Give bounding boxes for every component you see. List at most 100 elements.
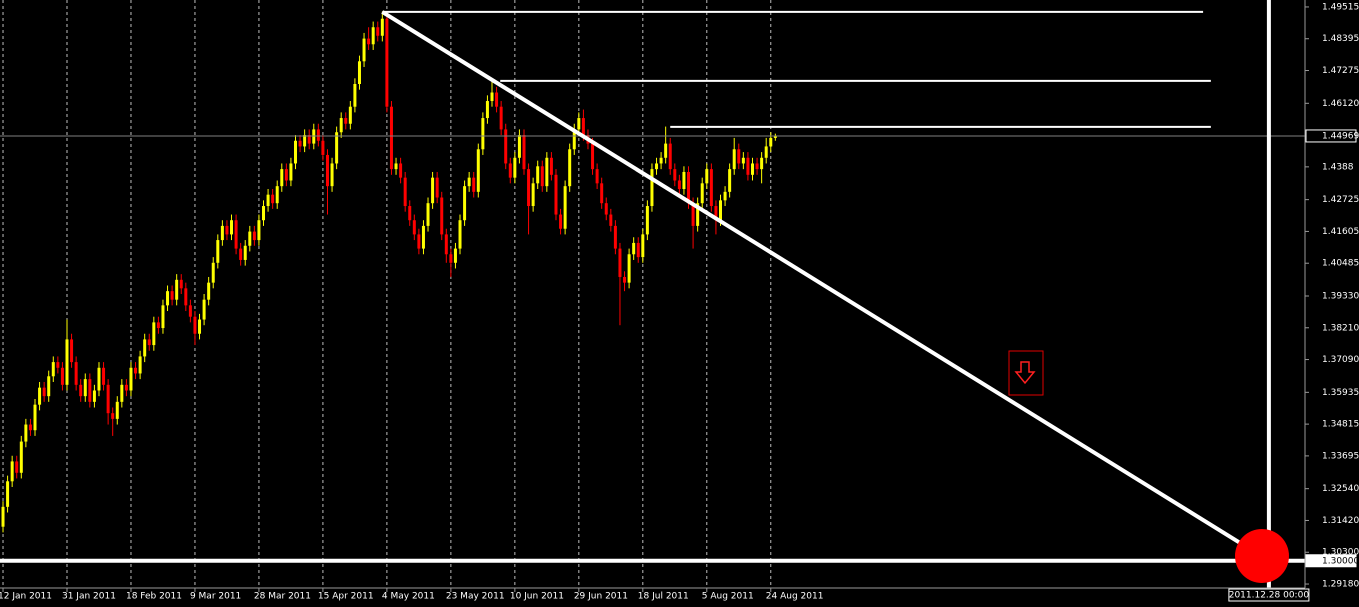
candle-body	[106, 384, 110, 414]
candle-body	[207, 282, 211, 300]
candle-body	[147, 339, 151, 346]
candle-body	[522, 135, 526, 170]
candle-body	[760, 157, 764, 170]
candle-body	[453, 248, 457, 263]
candle-body	[42, 387, 46, 397]
x-tick-label: 15 Apr 2011	[318, 592, 374, 602]
candle-body	[700, 183, 704, 204]
candle-body	[568, 149, 572, 187]
candle-body	[435, 177, 439, 198]
candle-body	[134, 367, 138, 374]
target-circle	[1235, 529, 1289, 583]
x-tick-label: 28 Mar 2011	[254, 592, 311, 602]
vline-label: 2011.12.28 00:00	[1229, 591, 1310, 601]
candle-body	[316, 129, 320, 141]
candle-body	[641, 234, 645, 258]
price-marker-box	[1305, 554, 1357, 568]
candle-body	[175, 279, 179, 300]
candle-body	[655, 163, 659, 170]
trend-line	[381, 10, 1266, 560]
candle-body	[664, 143, 668, 158]
candle-body	[6, 481, 10, 507]
y-tick-label: 1.49515	[1322, 2, 1359, 12]
candle-body	[335, 132, 339, 164]
x-tick-label: 12 Jan 2011	[0, 592, 52, 602]
candle-body	[348, 106, 352, 124]
candle-body	[504, 129, 508, 164]
candle-body	[719, 200, 723, 221]
y-tick-label: 1.37090	[1322, 355, 1359, 365]
x-tick-label: 31 Jan 2011	[62, 592, 116, 602]
candle-body	[357, 61, 361, 84]
candle-body	[714, 206, 718, 221]
candle-body	[403, 177, 407, 207]
candle-body	[124, 384, 128, 391]
candle-body	[399, 163, 403, 178]
candle-body	[220, 225, 224, 241]
candle-body	[143, 339, 147, 357]
candle-body	[156, 322, 160, 329]
candle-body	[531, 183, 535, 207]
candle-body	[417, 234, 421, 249]
candle-body	[604, 203, 608, 215]
candle-body	[723, 191, 727, 201]
candle-body	[24, 424, 28, 442]
candle-body	[193, 316, 197, 334]
candle-body	[371, 27, 375, 45]
candle-body	[280, 169, 284, 187]
candle-body	[444, 234, 448, 255]
candle-body	[623, 276, 627, 283]
y-tick-label: 1.46120	[1322, 99, 1359, 109]
candle-body	[19, 441, 23, 473]
candle-body	[161, 305, 165, 329]
candle-body	[408, 206, 412, 221]
y-tick-label: 1.34815	[1322, 420, 1359, 430]
x-tick-label: 23 May 2011	[446, 592, 505, 602]
x-tick-label: 24 Aug 2011	[766, 592, 824, 602]
candle-body	[499, 106, 503, 130]
candle-body	[239, 248, 243, 260]
candles	[1, 11, 777, 533]
candle-body	[591, 143, 595, 170]
candle-body	[687, 171, 691, 204]
candle-body	[490, 92, 494, 102]
candle-body	[737, 149, 741, 164]
candle-body	[184, 288, 188, 306]
candle-body	[56, 362, 60, 368]
candle-body	[243, 245, 247, 260]
candle-body	[677, 180, 681, 189]
candle-body	[673, 169, 677, 181]
candle-body	[485, 101, 489, 119]
candle-body	[750, 163, 754, 175]
candle-body	[613, 225, 617, 249]
candle-body	[618, 248, 622, 277]
y-tick-label: 1.41605	[1322, 227, 1359, 237]
candle-body	[33, 404, 37, 431]
price-marker-label: 1.44969	[1322, 131, 1359, 141]
candle-body	[325, 154, 329, 187]
candle-body	[70, 339, 74, 363]
y-tick-label: 1.40485	[1322, 259, 1359, 269]
y-tick-label: 1.32540	[1322, 484, 1359, 494]
candle-body	[138, 356, 142, 374]
candle-body	[595, 169, 599, 184]
candle-body	[536, 166, 540, 184]
candle-body	[463, 186, 467, 221]
candle-body	[166, 291, 170, 306]
price-marker-label: 1.30000	[1322, 556, 1359, 566]
candle-body	[431, 177, 435, 204]
candle-body	[79, 384, 83, 397]
y-tick-label: 1.48395	[1322, 34, 1359, 44]
candle-body	[60, 367, 64, 385]
candle-body	[38, 387, 42, 405]
arrow-icon	[1014, 361, 1036, 385]
candle-body	[234, 220, 238, 249]
candle-body	[330, 163, 334, 187]
candle-body	[115, 401, 119, 419]
x-tick-label: 18 Jul 2011	[638, 592, 689, 602]
candle-body	[293, 140, 297, 164]
candle-body	[74, 362, 78, 385]
y-tick-label: 1.39330	[1322, 291, 1359, 301]
